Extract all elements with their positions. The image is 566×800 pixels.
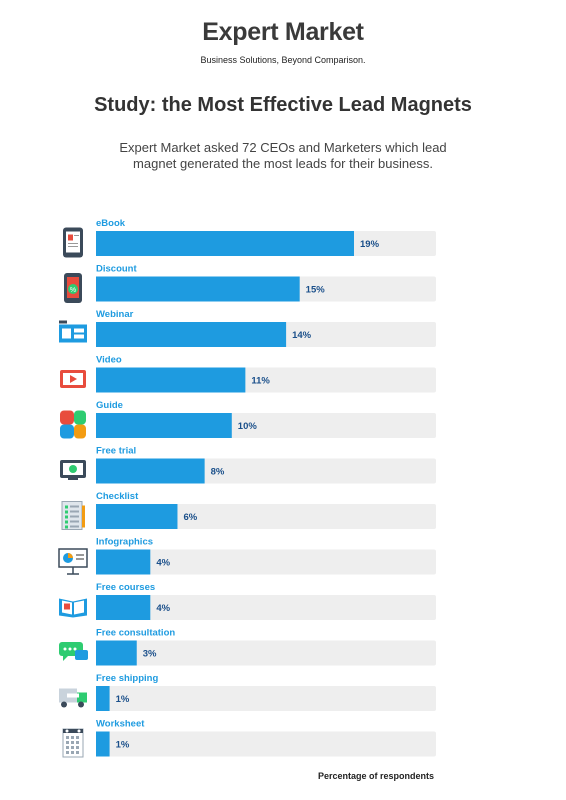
category-label: Free courses	[96, 582, 155, 593]
guide-icon	[60, 410, 86, 439]
bar-track	[96, 549, 436, 575]
free-consultation-icon	[59, 642, 88, 661]
category-label: Checklist	[96, 491, 139, 502]
value-label: 4%	[156, 558, 170, 569]
value-label: 19%	[360, 239, 380, 250]
checklist-icon	[61, 501, 85, 530]
bar	[96, 504, 178, 529]
bar	[96, 231, 354, 256]
value-label: 14%	[292, 330, 312, 341]
category-label: Discount	[96, 264, 137, 275]
worksheet-icon	[62, 728, 84, 758]
chart-subtitle: Expert Market asked 72 CEOs and Marketer…	[119, 140, 447, 171]
bar-track	[96, 686, 436, 711]
bar	[96, 595, 151, 620]
value-label: 8%	[211, 467, 225, 478]
brand-tagline: Business Solutions, Beyond Comparison.	[200, 55, 366, 65]
category-label: Video	[96, 355, 122, 366]
x-axis-label: Percentage of respondents	[318, 771, 435, 781]
free-trial-icon	[60, 460, 86, 480]
bar	[96, 276, 300, 302]
category-label: Free consultation	[96, 628, 175, 639]
category-label: Free shipping	[96, 673, 158, 684]
bar	[96, 413, 232, 438]
bar	[96, 549, 151, 575]
brand-logo: Expert Market	[0, 18, 566, 47]
bar	[96, 322, 287, 347]
value-label: 15%	[306, 285, 326, 296]
category-label: Free trial	[96, 446, 136, 457]
video-icon	[60, 370, 86, 388]
ebook-icon	[63, 227, 83, 258]
category-label: Infographics	[96, 537, 153, 548]
free-shipping-icon	[59, 688, 87, 708]
bar	[96, 367, 246, 393]
bar	[96, 458, 205, 484]
brand-name: Expert Market	[202, 18, 364, 46]
value-label: 10%	[238, 421, 258, 432]
category-label: Worksheet	[96, 719, 145, 730]
bar-track	[96, 640, 436, 666]
value-label: 4%	[156, 603, 170, 614]
category-label: Webinar	[96, 309, 134, 320]
category-label: eBook	[96, 218, 126, 229]
category-label: Guide	[96, 400, 123, 411]
chart-title: Study: the Most Effective Lead Magnets	[94, 94, 472, 116]
bar	[96, 731, 110, 757]
webinar-icon	[59, 320, 87, 343]
value-label: 1%	[116, 740, 130, 751]
infographics-icon	[58, 548, 88, 575]
svg-text:%: %	[70, 287, 76, 294]
bar-track	[96, 731, 436, 757]
value-label: 11%	[251, 376, 270, 387]
value-label: 3%	[143, 649, 157, 660]
value-label: 1%	[116, 694, 130, 705]
bar-track	[96, 504, 436, 529]
bar	[96, 686, 110, 711]
value-label: 6%	[183, 512, 197, 523]
discount-icon: %	[64, 273, 82, 303]
free-courses-icon	[59, 598, 87, 618]
bar-track	[96, 595, 436, 620]
bar	[96, 640, 137, 666]
